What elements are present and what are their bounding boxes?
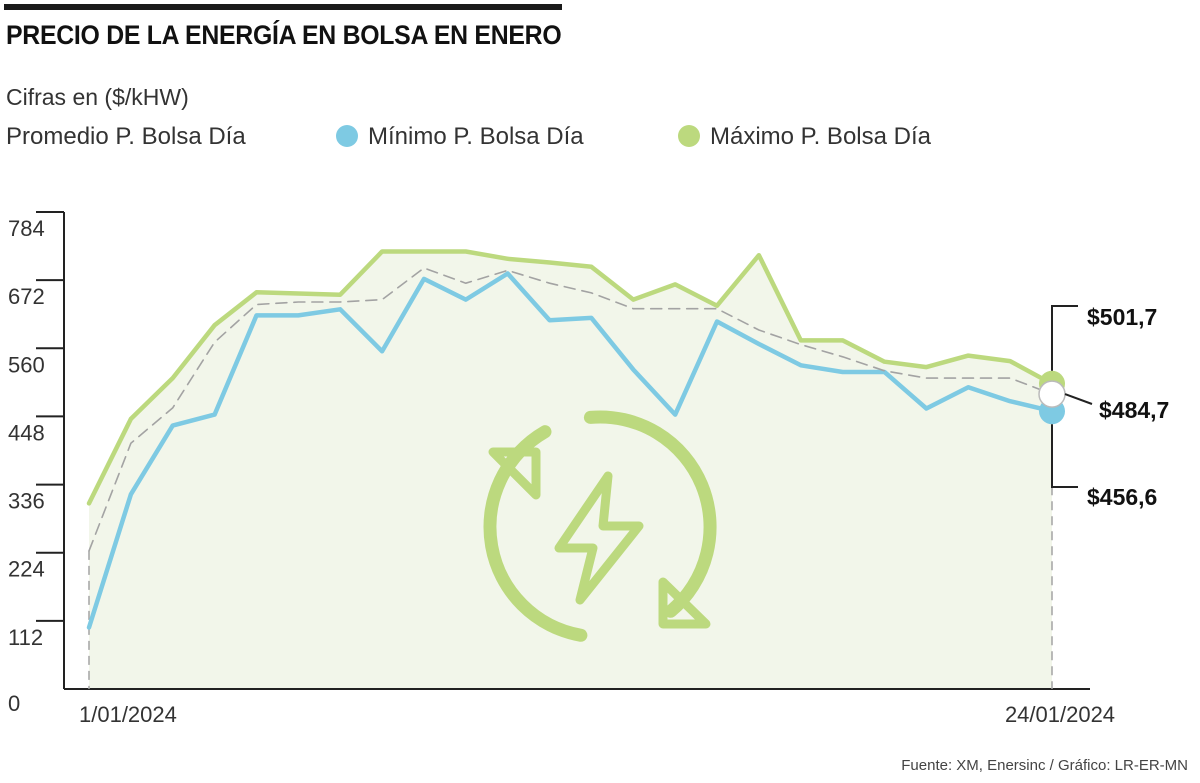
end-marker-promedio [1038, 380, 1066, 408]
legend: Promedio P. Bolsa Día Mínimo P. Bolsa Dí… [6, 123, 1106, 153]
y-tick-label: 0 [8, 691, 20, 716]
y-tick-label: 224 [8, 557, 45, 582]
title-rule [4, 4, 562, 10]
x-tick-label-start: 1/01/2024 [79, 702, 177, 727]
end-label-promedio: $484,7 [1099, 397, 1169, 423]
end-label-maximo: $501,7 [1087, 304, 1157, 330]
lightning-bolt-icon [554, 471, 644, 605]
legend-label-minimo: Mínimo P. Bolsa Día [368, 123, 584, 150]
area-fill [89, 251, 1052, 689]
y-tick-label: 672 [8, 284, 45, 309]
legend-item-minimo: Mínimo P. Bolsa Día [336, 123, 584, 151]
legend-item-maximo: Máximo P. Bolsa Día [678, 123, 931, 151]
x-tick-label-end: 24/01/2024 [1005, 702, 1115, 727]
series-line-promedio [88, 267, 1053, 552]
y-tick-label: 448 [8, 420, 45, 445]
series-line-maximo [86, 249, 1055, 506]
chart-subtitle: Cifras en ($/kHW) [6, 84, 189, 110]
y-tick-label: 336 [8, 489, 45, 514]
end-markers [1038, 370, 1066, 425]
cycle-arc-left [483, 425, 588, 642]
leader-line-maximo [1051, 305, 1078, 371]
axes: 0 112 224 336 448 560 672 784 1/01/2024 24/01/202… [8, 211, 1115, 727]
legend-item-promedio: Promedio P. Bolsa Día [6, 123, 246, 151]
end-label-minimo: $456,6 [1087, 484, 1157, 510]
legend-dot-maximo [678, 125, 700, 147]
chart-title: PRECIO DE LA ENERGÍA EN BOLSA EN ENERO [6, 20, 562, 50]
source-note: Fuente: XM, Enersinc / Gráfico: LR-ER-MN [901, 757, 1188, 774]
y-tick-label: 784 [8, 216, 45, 241]
cycle-arrowhead-top [488, 447, 541, 500]
y-tick-label: 560 [8, 352, 45, 377]
legend-label-maximo: Máximo P. Bolsa Día [710, 123, 931, 150]
legend-label-promedio: Promedio P. Bolsa Día [6, 123, 246, 150]
energy-cycle-icon [483, 410, 717, 642]
labels: $501,7 $484,7 $456,6 [1051, 304, 1169, 510]
leader-line-promedio [1064, 393, 1093, 405]
cycle-arrowhead-bottom [658, 577, 711, 629]
series-lines [86, 249, 1055, 689]
series-line-minimo [86, 271, 1055, 630]
legend-dot-minimo [336, 125, 358, 147]
y-tick-label: 112 [8, 625, 43, 650]
area-fill-layer [89, 251, 1052, 689]
cycle-arc-right [583, 410, 717, 618]
leader-line-minimo [1051, 424, 1078, 488]
